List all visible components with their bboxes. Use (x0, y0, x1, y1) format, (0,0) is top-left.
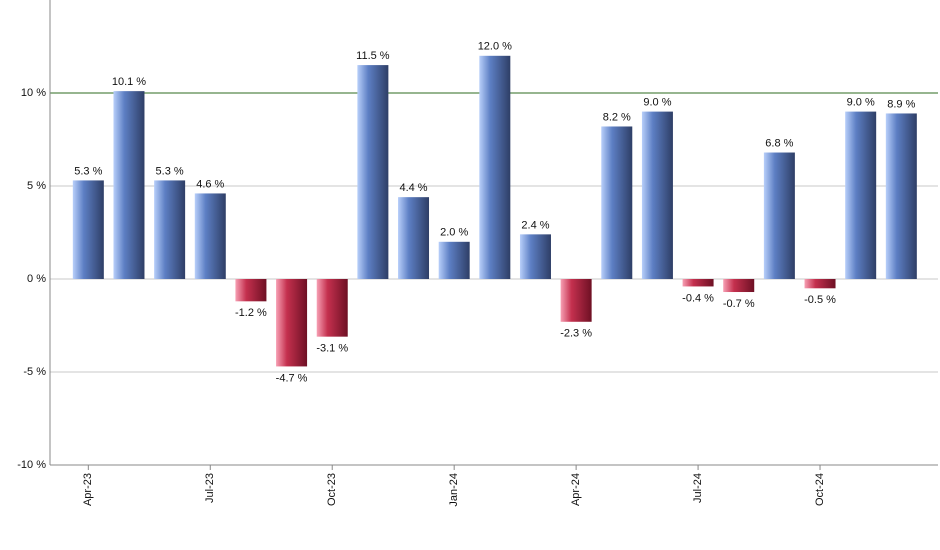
value-label: -4.7 % (276, 372, 308, 384)
bar (479, 55, 511, 279)
bar (845, 111, 877, 279)
bar (154, 180, 186, 279)
bar (641, 111, 673, 279)
value-label: 4.6 % (196, 178, 224, 190)
value-label: -0.5 % (804, 294, 836, 306)
bar (438, 241, 470, 279)
bar (804, 279, 836, 289)
x-tick-label: Oct-24 (814, 473, 826, 506)
value-label: 2.4 % (521, 219, 549, 231)
value-label: 5.3 % (156, 165, 184, 177)
x-tick-label: Jul-24 (692, 473, 704, 503)
x-tick-label: Apr-24 (570, 473, 582, 506)
bar (235, 279, 267, 302)
bar (316, 279, 348, 337)
bar (763, 152, 795, 279)
value-label: 6.8 % (765, 137, 793, 149)
bar (357, 65, 389, 279)
value-label: -0.4 % (682, 292, 714, 304)
value-label: 4.4 % (399, 182, 427, 194)
x-tick-label: Jul-23 (204, 473, 216, 503)
value-label: 2.0 % (440, 227, 468, 239)
bar (723, 279, 755, 293)
value-label: -1.2 % (235, 307, 267, 319)
value-label: -2.3 % (560, 328, 592, 340)
value-label: 12.0 % (478, 41, 512, 53)
x-tick-label: Apr-23 (82, 473, 94, 506)
bar (601, 126, 633, 279)
value-label: 10.1 % (112, 76, 146, 88)
bar (72, 180, 104, 279)
value-label: -3.1 % (316, 343, 348, 355)
y-tick-label: -5 % (23, 366, 46, 378)
value-label: 5.3 % (74, 165, 102, 177)
y-tick-label: 0 % (27, 273, 46, 285)
bar (194, 193, 226, 279)
bar (885, 113, 917, 280)
value-label: 9.0 % (643, 97, 671, 109)
value-label: 8.9 % (887, 98, 915, 110)
bar (276, 279, 308, 367)
y-tick-label: 10 % (21, 87, 46, 99)
value-label: -0.7 % (723, 298, 755, 310)
bar (519, 234, 551, 279)
value-label: 11.5 % (356, 50, 390, 62)
x-tick-label: Oct-23 (326, 473, 338, 506)
y-tick-label: -10 % (17, 459, 46, 471)
y-tick-label: 5 % (27, 180, 46, 192)
x-tick-label: Jan-24 (448, 473, 460, 507)
bar (113, 91, 145, 279)
bar (682, 279, 714, 287)
bar (560, 279, 592, 322)
value-label: 9.0 % (847, 97, 875, 109)
value-label: 8.2 % (603, 111, 631, 123)
bar (398, 197, 430, 279)
